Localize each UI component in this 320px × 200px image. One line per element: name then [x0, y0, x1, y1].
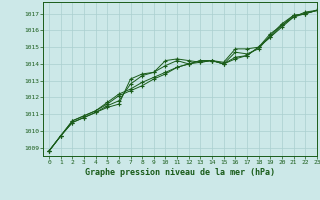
X-axis label: Graphe pression niveau de la mer (hPa): Graphe pression niveau de la mer (hPa)	[85, 168, 275, 177]
